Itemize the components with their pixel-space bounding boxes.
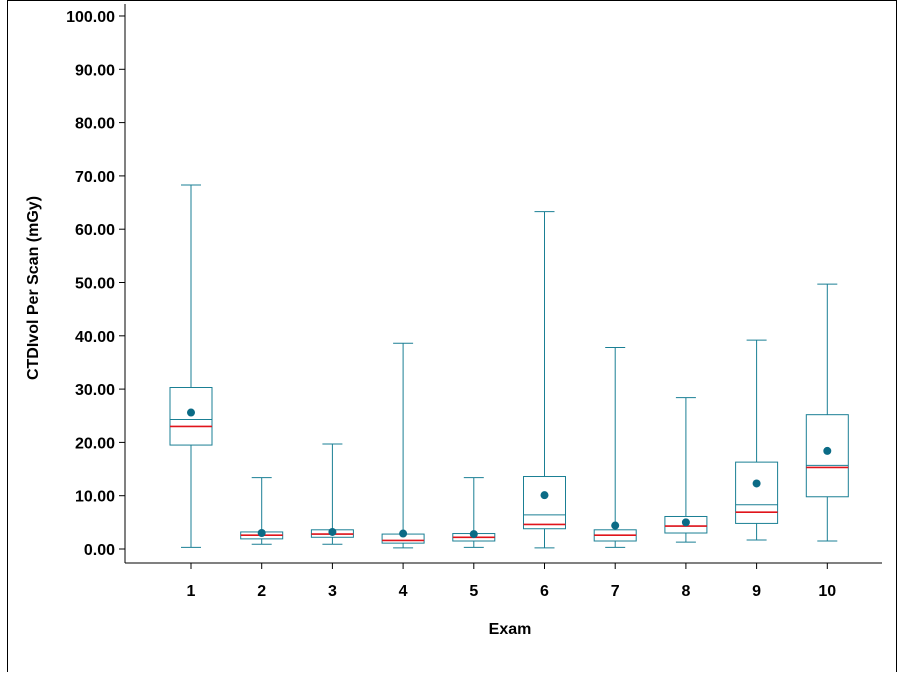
- mean-marker: [611, 521, 620, 530]
- box-iqr: [664, 515, 708, 534]
- y-tick-label: 20.00: [75, 435, 115, 452]
- mean-marker: [681, 518, 690, 527]
- mean-marker: [328, 527, 337, 536]
- x-tick-label: 1: [187, 583, 196, 600]
- y-tick-label: 100.00: [66, 9, 115, 26]
- x-tick-label: 10: [818, 583, 836, 600]
- x-tick-label: 7: [611, 583, 620, 600]
- mean-marker: [752, 479, 761, 488]
- y-tick-label: 10.00: [75, 489, 115, 506]
- mean-marker: [823, 446, 832, 455]
- x-tick-label: 8: [681, 583, 690, 600]
- y-tick-label: 90.00: [75, 62, 115, 79]
- box-iqr: [523, 476, 566, 530]
- mean-marker: [469, 530, 478, 539]
- y-tick-label: 50.00: [75, 276, 115, 293]
- x-axis-title: Exam: [489, 621, 532, 638]
- x-tick-label: 2: [257, 583, 266, 600]
- x-tick-label: 6: [540, 583, 549, 600]
- y-tick-label: 40.00: [75, 329, 115, 346]
- y-tick-label: 60.00: [75, 222, 115, 239]
- y-tick-label: 70.00: [75, 169, 115, 186]
- box-iqr: [169, 387, 213, 446]
- mean-marker: [540, 491, 549, 500]
- x-tick-label: 9: [752, 583, 761, 600]
- x-tick-label: 4: [399, 583, 408, 600]
- y-tick-label: 0.00: [84, 542, 115, 559]
- x-tick-label: 3: [328, 583, 337, 600]
- mean-marker: [187, 408, 195, 417]
- mean-marker: [399, 529, 408, 538]
- x-tick-label: 5: [469, 583, 478, 600]
- box-iqr: [735, 461, 779, 524]
- mean-marker: [257, 529, 266, 538]
- y-tick-label: 80.00: [75, 116, 115, 133]
- y-tick-label: 30.00: [75, 382, 115, 399]
- box-iqr: [805, 414, 849, 498]
- chart-frame: [7, 0, 897, 672]
- y-axis-title: CTDIvol Per Scan (mGy): [25, 196, 42, 380]
